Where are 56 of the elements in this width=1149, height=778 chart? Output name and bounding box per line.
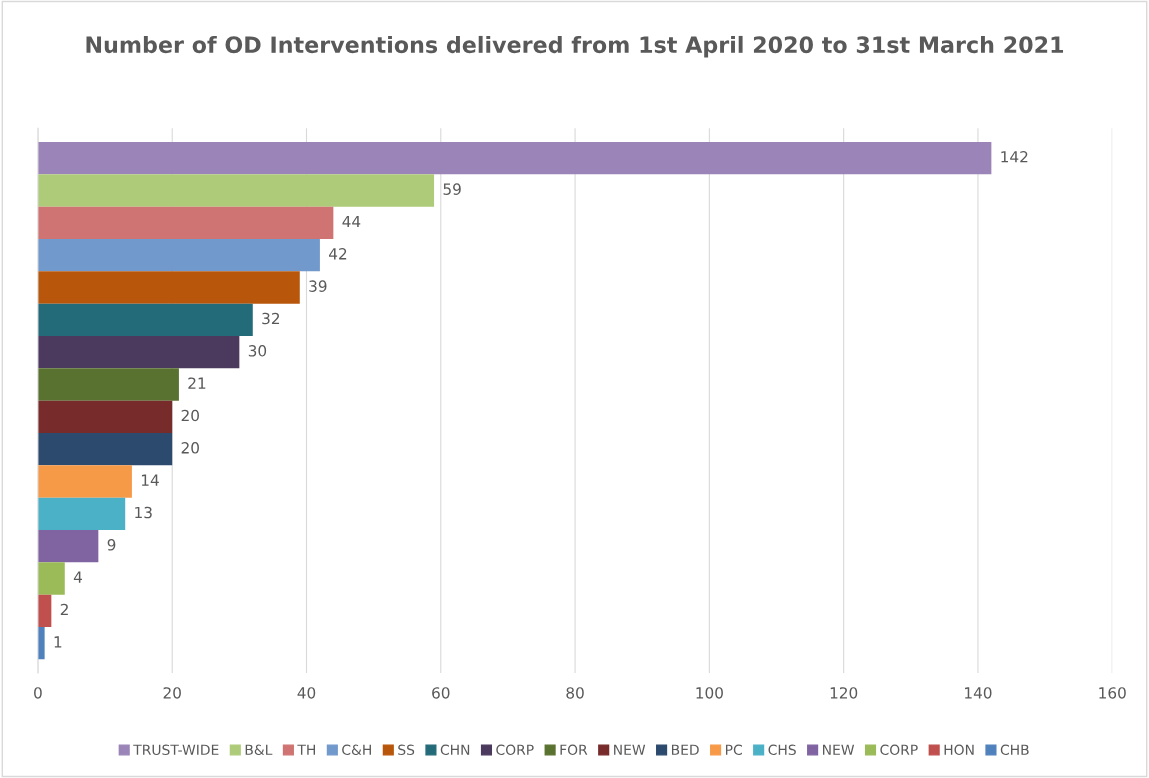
x-tick-label: 60 [432,687,450,699]
legend-label: CORP [496,744,534,756]
bar [37,174,435,207]
legend-label: NEW [614,744,646,755]
data-label: 20 [181,409,199,422]
bar [37,368,179,401]
data-label: 20 [181,442,199,454]
legend-label: TH [297,744,315,755]
bar [37,336,240,369]
x-tick-label: 40 [297,687,316,699]
legend-label: B&L [245,744,273,756]
bar [37,141,992,175]
legend-label: BED [671,744,699,755]
data-label: 42 [329,248,347,260]
x-tick-label: 160 [1099,687,1126,699]
x-tick-label: 80 [566,687,584,699]
bar [37,465,132,498]
x-tick-label: 0 [34,687,42,699]
legend-label: PC [725,744,742,756]
data-label: 21 [188,377,206,389]
legend-label: C&H [342,744,371,756]
data-label: 14 [141,474,159,486]
data-label: 59 [443,183,461,195]
data-label: 30 [248,345,267,357]
x-tick-label: 120 [830,687,858,699]
legend-label: NEW [823,744,855,755]
bar [37,562,65,595]
data-label: 2 [60,603,68,616]
bar [37,497,126,531]
legend-label: CHS [768,744,796,756]
x-tick-label: 140 [965,687,992,699]
x-tick-label: 20 [163,687,181,699]
data-label: 142 [1001,151,1028,163]
data-label: 4 [73,571,82,583]
legend-label: CHN [440,744,470,756]
bar [37,206,334,239]
data-label: 32 [262,312,280,325]
chart-title: Number of OD Interventions delivered from 1st April 2020 to 31st March 2021 [86,35,1064,58]
legend-label: HON [944,744,974,756]
bar [37,303,253,336]
legend-label: CHB [1000,744,1029,756]
bar [37,238,320,272]
data-label: 1 [54,636,62,648]
bar [37,433,173,466]
legend-label: FOR [560,744,588,756]
legend-label: CORP [880,744,918,756]
bar [37,271,300,304]
data-label: 44 [342,215,361,228]
legend-label: TRUST-WIDE [133,744,219,756]
data-label: 39 [309,280,327,292]
bar [37,400,173,434]
legend-label: SS [398,744,415,756]
x-tick-label: 100 [696,687,723,699]
data-label: 9 [107,539,116,551]
data-label: 13 [135,506,152,519]
bar [37,530,99,563]
